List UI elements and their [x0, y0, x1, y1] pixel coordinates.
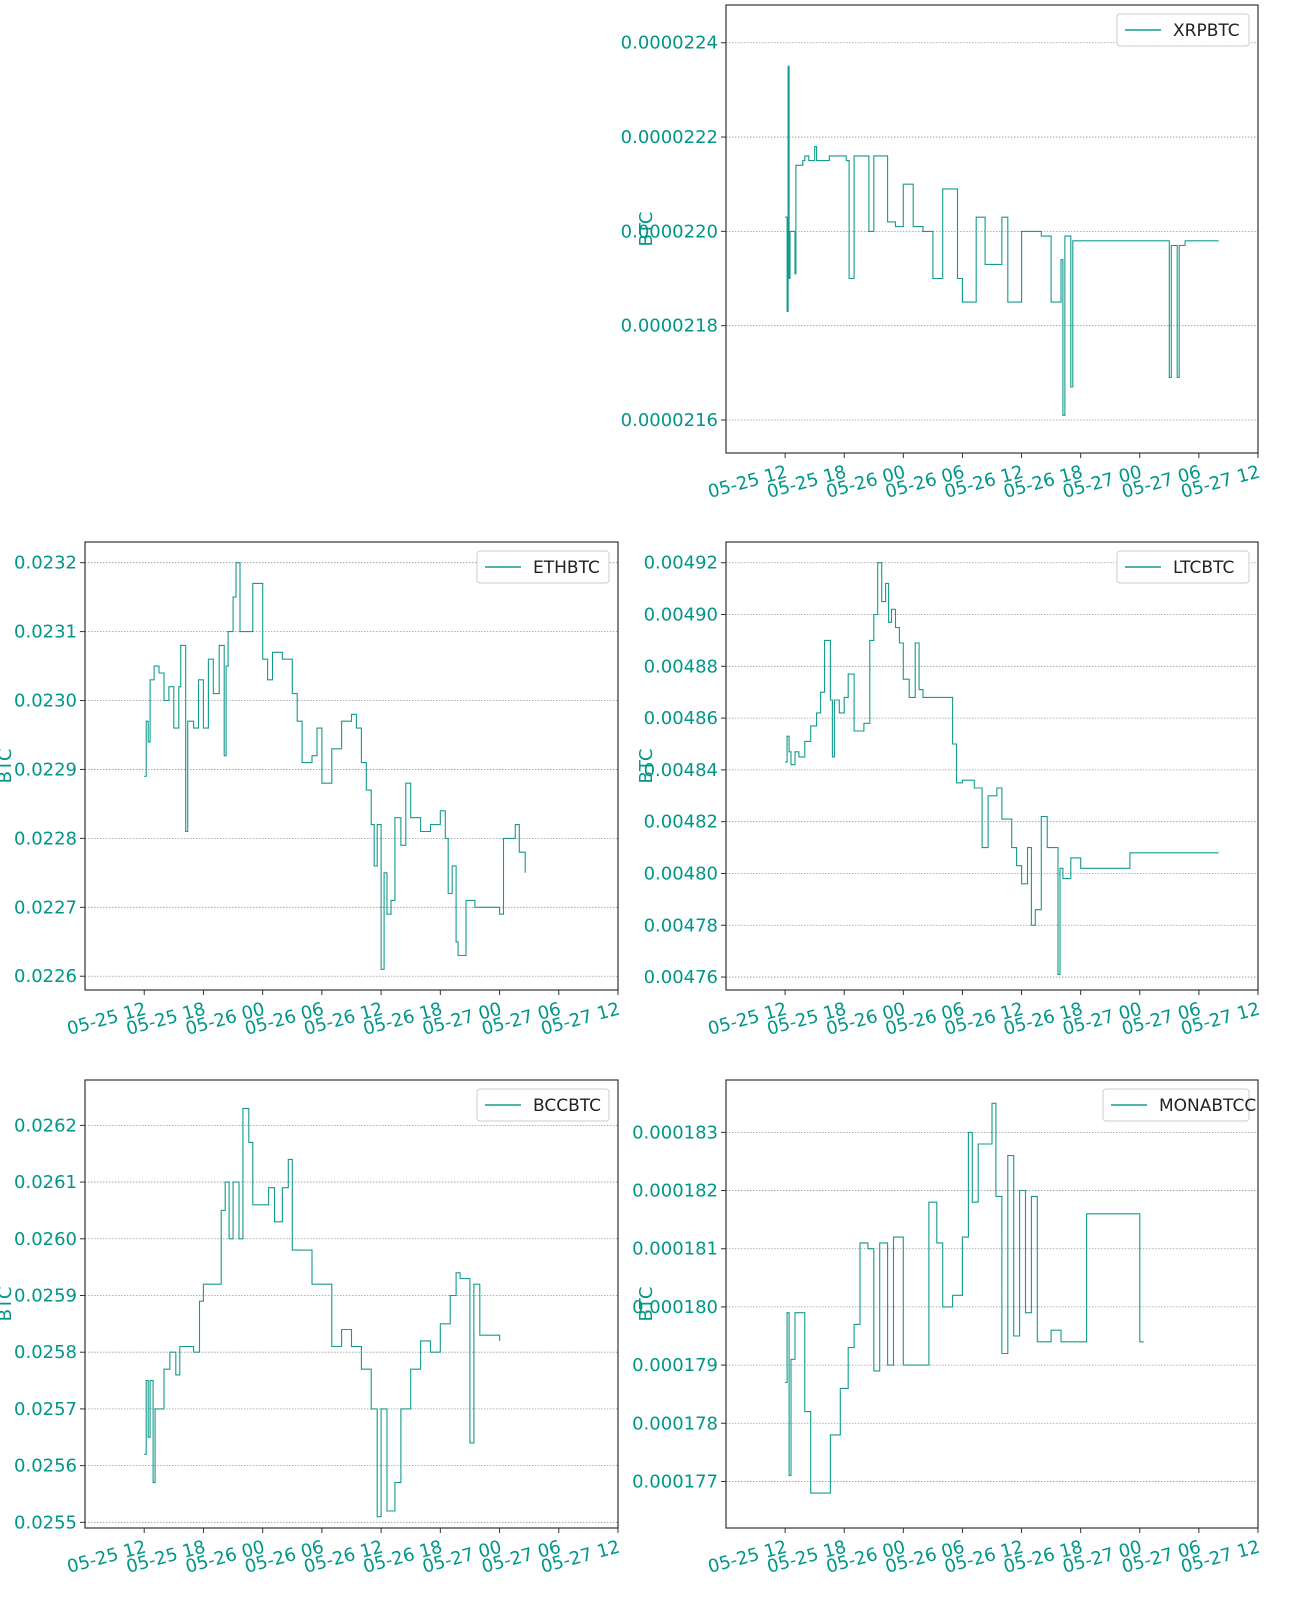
monabtcc-chart-panel: 0.000177 0.000178 0.000179 0.000180 0.000181… — [632, 1079, 1262, 1578]
chart-2-series-line — [785, 562, 1219, 976]
chart-0-plot-area — [726, 5, 1258, 453]
chart-0-series-line — [785, 65, 1219, 416]
chart-1-series-line — [144, 562, 526, 970]
chart-3-y-tick-label: 0.0256 — [14, 1456, 77, 1477]
chart-0-y-tick-label: 0.0000220 — [621, 221, 718, 242]
chart-2-y-axis-label: BTC — [636, 749, 657, 784]
chart-0-legend-box — [1116, 13, 1250, 47]
chart-4-y-tick-label: 0.000177 — [632, 1471, 718, 1492]
bccbtc-chart-panel: 0.0255 0.0256 0.0257 0.0258 0.0259 0.0260 0.02… — [0, 1079, 622, 1578]
chart-4-y-tick-label: 0.000179 — [632, 1355, 718, 1376]
chart-2-legend-label: LTCBTC — [1173, 558, 1234, 578]
chart-4-y-tick-label: 0.000178 — [632, 1413, 718, 1434]
chart-1-y-axis-label: BTC — [0, 749, 16, 784]
chart-2-frame — [725, 541, 1259, 991]
ltcbtc-chart-panel: 0.00476 0.00478 0.00480 0.00482 0.00484 0.004… — [636, 541, 1262, 1040]
chart-4-series-line — [785, 1102, 1144, 1494]
chart-2-y-tick-label: 0.00488 — [644, 656, 718, 677]
chart-3-y-tick-label: 0.0261 — [14, 1172, 77, 1193]
chart-3-y-axis-label: BTC — [0, 1287, 16, 1322]
chart-2-y-tick-label: 0.00484 — [644, 760, 718, 781]
chart-1-legend-label: ETHBTC — [533, 558, 600, 578]
chart-4-legend-label: MONABTCC — [1159, 1096, 1256, 1116]
chart-3-legend-label: BCCBTC — [533, 1096, 601, 1116]
chart-1-y-tick-label: 0.0232 — [14, 553, 77, 574]
chart-2-y-tick-label: 0.00480 — [644, 863, 718, 884]
chart-1-y-tick-label: 0.0228 — [14, 828, 77, 849]
chart-1-y-tick-label: 0.0229 — [14, 759, 77, 780]
chart-2-plot-area — [726, 542, 1258, 990]
chart-3-plot-area — [85, 1080, 618, 1528]
chart-0-y-tick-label: 0.0000222 — [621, 127, 718, 148]
chart-4-plot-area — [726, 1080, 1258, 1528]
chart-2-y-tick-label: 0.00486 — [644, 708, 718, 729]
chart-2-y-tick-label: 0.00490 — [644, 605, 718, 626]
chart-3-y-tick-label: 0.0258 — [14, 1342, 77, 1363]
chart-3-y-tick-label: 0.0260 — [14, 1229, 77, 1250]
chart-1-y-tick-label: 0.0231 — [14, 622, 77, 643]
chart-1-y-tick-label: 0.0226 — [14, 966, 77, 987]
chart-1-y-tick-label: 0.0227 — [14, 897, 77, 918]
chart-0-frame — [725, 4, 1259, 454]
chart-4-y-tick-label: 0.000181 — [632, 1239, 718, 1260]
chart-2-y-tick-label: 0.00476 — [644, 967, 718, 988]
chart-0-y-tick-label: 0.0000216 — [621, 410, 718, 431]
chart-2-y-tick-label: 0.00482 — [644, 812, 718, 833]
chart-3-frame — [84, 1079, 619, 1529]
chart-1-plot-area — [85, 542, 618, 990]
chart-3-series-line — [144, 1107, 501, 1518]
chart-1-legend-box — [476, 550, 610, 584]
chart-2-y-tick-label: 0.00478 — [644, 915, 718, 936]
chart-3-legend-box — [476, 1088, 610, 1122]
chart-4-y-tick-label: 0.000183 — [632, 1122, 718, 1143]
chart-0-y-tick-label: 0.0000224 — [621, 33, 718, 54]
chart-2-y-tick-label: 0.00492 — [644, 553, 718, 574]
chart-0-y-tick-label: 0.0000218 — [621, 316, 718, 337]
chart-1-frame — [84, 541, 619, 991]
ethbtc-chart-panel: 0.0226 0.0227 0.0228 0.0229 0.0230 0.0231 0.02… — [0, 541, 622, 1040]
xrpbtc-chart-panel: 0.0000216 0.0000218 0.0000220 0.0000222 0.00… — [621, 4, 1262, 503]
chart-3-y-tick-label: 0.0255 — [14, 1512, 77, 1533]
chart-4-legend-box — [1102, 1088, 1250, 1122]
chart-2-legend-box — [1116, 550, 1250, 584]
chart-3-y-tick-label: 0.0259 — [14, 1285, 77, 1306]
chart-4-frame — [725, 1079, 1259, 1529]
chart-3-y-tick-label: 0.0257 — [14, 1399, 77, 1420]
chart-0-y-axis-label: BTC — [636, 212, 657, 247]
chart-4-y-axis-label: BTC — [636, 1287, 657, 1322]
chart-1-y-tick-label: 0.0230 — [14, 691, 77, 712]
chart-4-y-tick-label: 0.000180 — [632, 1297, 718, 1318]
chart-3-y-tick-label: 0.0262 — [14, 1115, 77, 1136]
chart-4-y-tick-label: 0.000182 — [632, 1181, 718, 1202]
chart-0-legend-label: XRPBTC — [1173, 21, 1240, 41]
